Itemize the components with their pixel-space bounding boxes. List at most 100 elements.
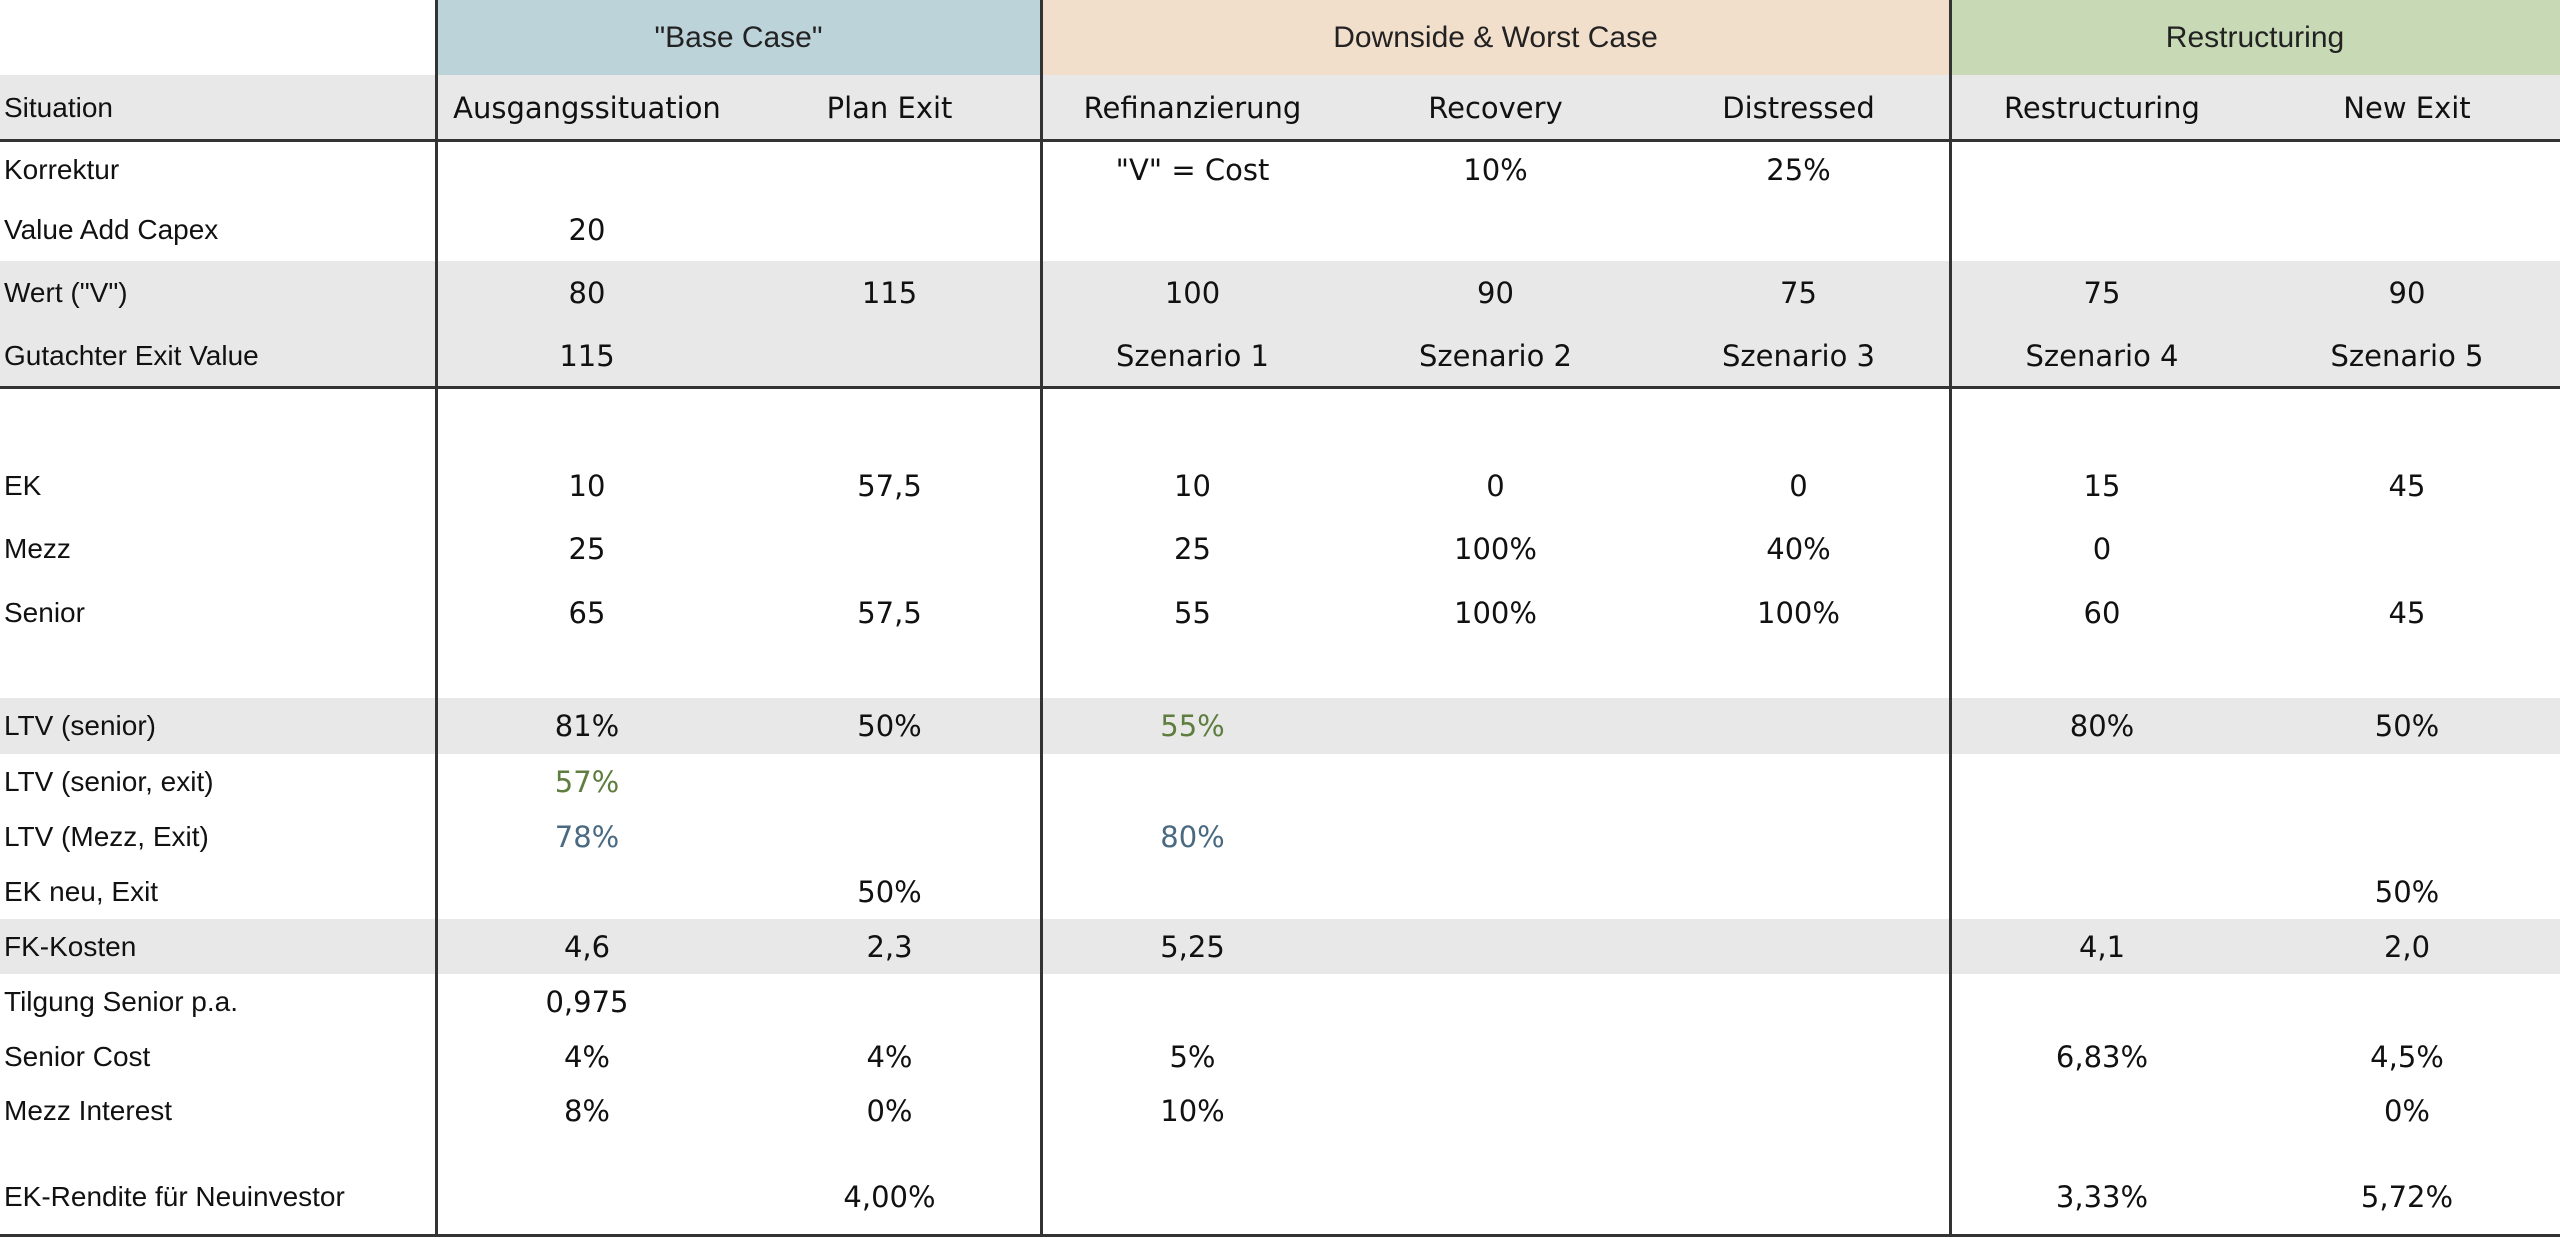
value-cell: 25	[1174, 532, 1211, 567]
value-cell: Szenario 5	[2330, 338, 2484, 373]
row-label: Senior	[4, 596, 85, 628]
value-cell: 100%	[1454, 595, 1537, 630]
value-cell: 4%	[866, 1039, 913, 1074]
row-shade	[0, 918, 2560, 975]
value-cell: 5%	[1169, 1039, 1216, 1074]
value-cell: 50%	[2374, 709, 2440, 744]
value-cell: 100	[1164, 275, 1221, 310]
value-cell: 57,5	[857, 595, 922, 630]
value-cell: 0	[2092, 532, 2112, 567]
value-cell: 60	[2083, 595, 2121, 630]
value-cell: 10	[568, 468, 606, 503]
value-cell: 4,00%	[843, 1180, 936, 1215]
value-cell: 10	[1174, 468, 1211, 503]
value-cell: 8%	[563, 1094, 610, 1129]
column-header: Situation	[4, 91, 113, 123]
column-header: Recovery	[1428, 90, 1563, 125]
value-cell: 50%	[857, 709, 922, 744]
horizontal-rule	[0, 1234, 2560, 1238]
row-label: LTV (senior)	[4, 710, 156, 742]
column-header: Plan Exit	[826, 90, 953, 125]
value-cell: 4,6	[563, 929, 611, 964]
vertical-rule	[435, 0, 438, 1236]
value-cell: 5,25	[1160, 929, 1225, 964]
value-cell: "V" = Cost	[1115, 152, 1270, 187]
row-label: LTV (senior, exit)	[4, 765, 214, 797]
vertical-rule	[1040, 0, 1043, 1236]
value-cell: 2,3	[866, 929, 913, 964]
row-shade	[0, 698, 2560, 754]
value-cell: 55%	[1160, 709, 1225, 744]
column-header: Refinanzierung	[1083, 90, 1302, 125]
value-cell: Szenario 4	[2025, 338, 2179, 373]
value-cell: 4%	[563, 1039, 610, 1074]
value-cell: Szenario 3	[1721, 338, 1875, 373]
value-cell: 10%	[1463, 152, 1528, 187]
value-cell: 4,5%	[2370, 1039, 2444, 1074]
value-cell: 57,5	[857, 468, 922, 503]
row-label: Value Add Capex	[4, 214, 219, 246]
value-cell: 25	[568, 532, 606, 567]
row-shade	[0, 324, 2560, 387]
value-cell: 0%	[866, 1094, 913, 1129]
value-cell: 90	[1477, 275, 1514, 310]
value-cell: 57%	[554, 764, 620, 799]
value-cell: 65	[568, 595, 606, 630]
value-cell: 25%	[1766, 152, 1831, 187]
value-cell: 2,0	[2383, 929, 2431, 964]
value-cell: 115	[861, 275, 918, 310]
group-header: Restructuring	[1950, 0, 2560, 75]
value-cell: 100%	[1757, 595, 1840, 630]
row-label: EK	[4, 469, 42, 501]
value-cell: 50%	[2374, 874, 2440, 909]
value-cell: 0	[1789, 468, 1808, 503]
column-header: Distressed	[1722, 90, 1875, 125]
value-cell: 80%	[2069, 709, 2135, 744]
value-cell: 75	[1780, 275, 1817, 310]
value-cell: 45	[2388, 595, 2426, 630]
row-label: FK-Kosten	[4, 930, 137, 962]
column-header: Ausgangssituation	[453, 90, 721, 125]
row-label: Senior Cost	[4, 1040, 151, 1072]
column-header: Restructuring	[2004, 90, 2200, 125]
value-cell: 78%	[554, 820, 620, 855]
row-label: EK-Rendite für Neuinvestor	[4, 1181, 345, 1213]
horizontal-rule	[0, 139, 2560, 143]
value-cell: 90	[2388, 275, 2426, 310]
value-cell: 80	[568, 275, 606, 310]
vertical-rule	[1949, 0, 1952, 1236]
value-cell: Szenario 1	[1115, 338, 1269, 373]
value-cell: 75	[2083, 275, 2121, 310]
value-cell: 10%	[1160, 1094, 1225, 1129]
value-cell: 15	[2083, 468, 2121, 503]
row-label: LTV (Mezz, Exit)	[4, 821, 209, 853]
value-cell: 40%	[1766, 532, 1831, 567]
group-header: "Base Case"	[436, 0, 1041, 75]
value-cell: 20	[568, 213, 606, 248]
value-cell: 100%	[1454, 532, 1537, 567]
header-row-bg	[0, 75, 2560, 140]
value-cell: 0%	[2383, 1094, 2430, 1129]
column-header: New Exit	[2343, 90, 2471, 125]
row-label: Mezz	[4, 533, 71, 565]
row-shade	[0, 261, 2560, 325]
value-cell: 4,1	[2078, 929, 2126, 964]
value-cell: 0,975	[545, 985, 629, 1020]
row-label: Korrektur	[4, 153, 120, 185]
value-cell: 55	[1174, 595, 1211, 630]
value-cell: 5,72%	[2360, 1180, 2454, 1215]
value-cell: 50%	[857, 874, 922, 909]
row-label: EK neu, Exit	[4, 875, 159, 907]
horizontal-rule	[0, 385, 2560, 389]
value-cell: 6,83%	[2055, 1039, 2149, 1074]
value-cell: 45	[2388, 468, 2426, 503]
row-label: Gutachter Exit Value	[4, 339, 259, 371]
row-label: Tilgung Senior p.a.	[4, 986, 238, 1018]
row-label: Wert ("V")	[4, 276, 128, 308]
value-cell: 3,33%	[2055, 1180, 2149, 1215]
value-cell: Szenario 2	[1418, 338, 1572, 373]
value-cell: 0	[1486, 468, 1505, 503]
row-label: Mezz Interest	[4, 1095, 173, 1127]
value-cell: 81%	[554, 709, 620, 744]
